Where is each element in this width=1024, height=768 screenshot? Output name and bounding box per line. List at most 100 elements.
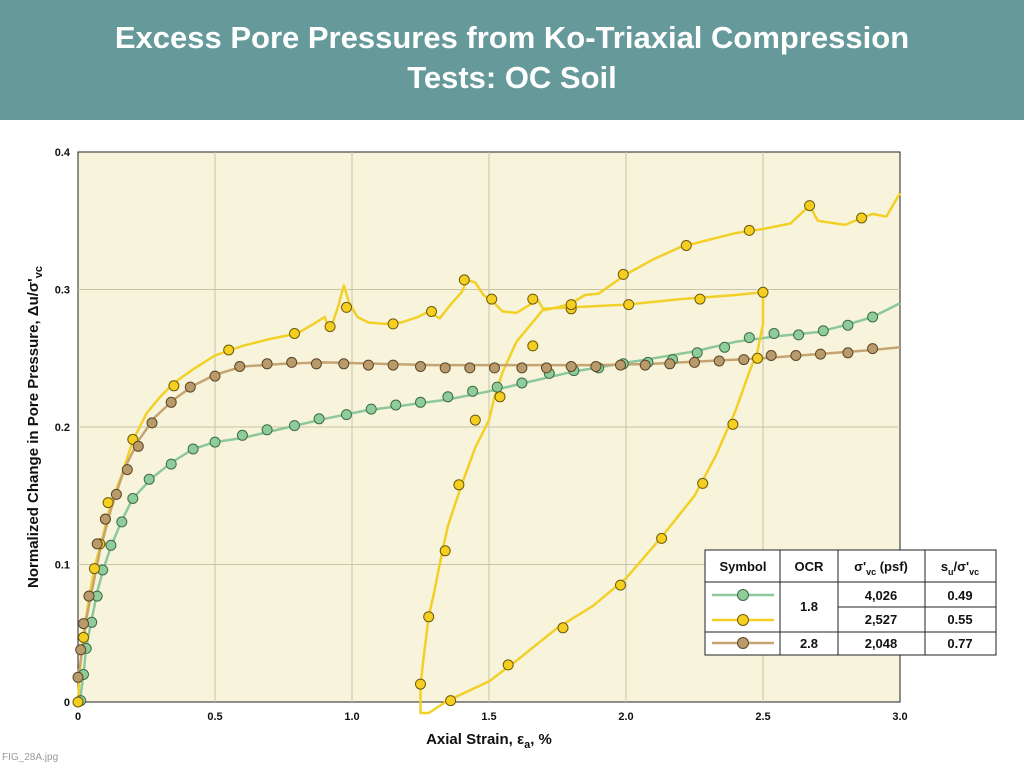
data-point-yellow <box>757 286 769 298</box>
y-tick-label: 0 <box>64 697 70 709</box>
data-point-brown <box>867 343 879 355</box>
data-point-yellow <box>743 224 755 236</box>
data-point-brown <box>78 618 89 630</box>
data-point-green <box>867 311 879 323</box>
data-point-yellow <box>458 274 470 286</box>
data-point-yellow <box>387 318 399 330</box>
data-point-brown <box>387 359 399 371</box>
data-point-yellow <box>617 268 629 280</box>
data-point-yellow <box>697 477 709 489</box>
data-point-green <box>467 385 479 397</box>
data-point-yellow <box>102 497 114 509</box>
data-point-brown <box>75 644 87 656</box>
data-point-brown <box>765 350 777 361</box>
data-point-brown <box>713 355 725 367</box>
legend-marker-brown <box>737 637 749 649</box>
x-tick-label: 1.0 <box>344 711 359 723</box>
data-point-brown <box>639 359 651 371</box>
data-point-green <box>390 399 402 411</box>
data-point-yellow <box>502 659 514 671</box>
figure-filename: FIG_28A.jpg <box>2 752 59 763</box>
data-point-brown <box>439 362 451 374</box>
data-point-green <box>516 377 528 389</box>
data-point-brown <box>516 362 528 374</box>
data-point-green <box>491 381 503 393</box>
data-point-brown <box>99 513 111 525</box>
pore-pressure-chart: 0 0.5 1.0 1.5 2.0 2.5 3.0 0 0.1 0.2 0.3 0.4 Axial S… <box>25 147 997 751</box>
data-point-brown <box>541 362 552 374</box>
data-point-yellow <box>168 380 180 392</box>
series-line-green <box>76 302 901 703</box>
data-point-yellow <box>439 545 451 557</box>
data-point-green <box>127 493 139 504</box>
data-point-yellow <box>752 352 763 364</box>
data-point-yellow <box>469 414 481 426</box>
data-point-brown <box>590 361 602 372</box>
data-point-brown <box>615 359 626 371</box>
legend-sigma-1: 4,026 <box>865 588 898 603</box>
data-point-yellow <box>223 344 235 356</box>
data-point-green <box>261 424 273 436</box>
data-point-yellow <box>341 301 352 313</box>
data-point-brown <box>165 396 177 408</box>
data-point-yellow <box>727 418 739 430</box>
data-point-brown <box>415 361 426 372</box>
data-point-brown <box>362 359 374 371</box>
data-point-yellow <box>694 293 706 305</box>
data-point-yellow <box>453 479 465 491</box>
data-point-yellow <box>78 631 89 643</box>
data-point-green <box>116 516 128 528</box>
data-point-yellow <box>324 321 336 333</box>
data-point-green <box>768 328 780 339</box>
data-point-green <box>365 403 377 415</box>
data-point-green <box>105 539 117 551</box>
data-point-brown <box>565 361 577 372</box>
data-series <box>72 192 902 715</box>
data-point-yellow <box>804 200 816 212</box>
x-tick-label: 0 <box>75 711 81 723</box>
data-point-brown <box>338 358 350 370</box>
data-point-brown <box>738 354 750 366</box>
data-point-yellow <box>565 299 577 311</box>
data-point-brown <box>286 356 298 368</box>
data-point-brown <box>234 361 246 372</box>
data-point-yellow <box>289 328 300 339</box>
data-point-yellow <box>426 306 437 317</box>
legend-su-1: 0.49 <box>947 588 972 603</box>
y-axis-label: Normalized Change in Pore Pressure, Δu/σ… <box>25 266 45 588</box>
data-point-yellow <box>557 622 569 634</box>
data-point-yellow <box>680 240 692 251</box>
data-point-brown <box>815 348 826 360</box>
legend-su-2: 0.55 <box>947 612 972 627</box>
series-line-yellow <box>76 192 902 703</box>
data-point-brown <box>83 590 95 602</box>
data-point-green <box>143 473 155 485</box>
legend-sigma-3: 2,048 <box>865 636 898 651</box>
series-loop-yellow <box>419 291 765 715</box>
data-point-green <box>415 396 426 408</box>
legend-su-3: 0.77 <box>947 636 972 651</box>
data-point-yellow <box>88 563 100 575</box>
legend-header-symbol: Symbol <box>720 559 767 574</box>
x-axis-label: Axial Strain, εa, % <box>426 731 552 751</box>
title-banner: Excess Pore Pressures from Ko-Triaxial C… <box>0 0 1024 120</box>
data-point-brown <box>72 671 84 683</box>
data-point-yellow <box>494 391 506 403</box>
data-point-green <box>313 413 325 425</box>
data-point-yellow <box>72 696 84 708</box>
data-point-brown <box>121 464 133 476</box>
data-point-green <box>719 341 731 353</box>
data-point-green <box>743 332 755 344</box>
data-point-yellow <box>527 340 539 352</box>
data-point-brown <box>146 417 158 429</box>
legend-ocr-2: 2.8 <box>800 636 818 651</box>
data-point-brown <box>464 362 476 374</box>
data-point-brown <box>261 358 273 370</box>
data-point-yellow <box>423 611 435 623</box>
data-point-brown <box>110 488 122 500</box>
data-point-green <box>842 319 854 331</box>
data-point-brown <box>664 358 676 370</box>
data-point-brown <box>790 350 802 361</box>
legend-ocr-1: 1.8 <box>800 599 818 614</box>
legend-marker-green <box>737 589 749 601</box>
